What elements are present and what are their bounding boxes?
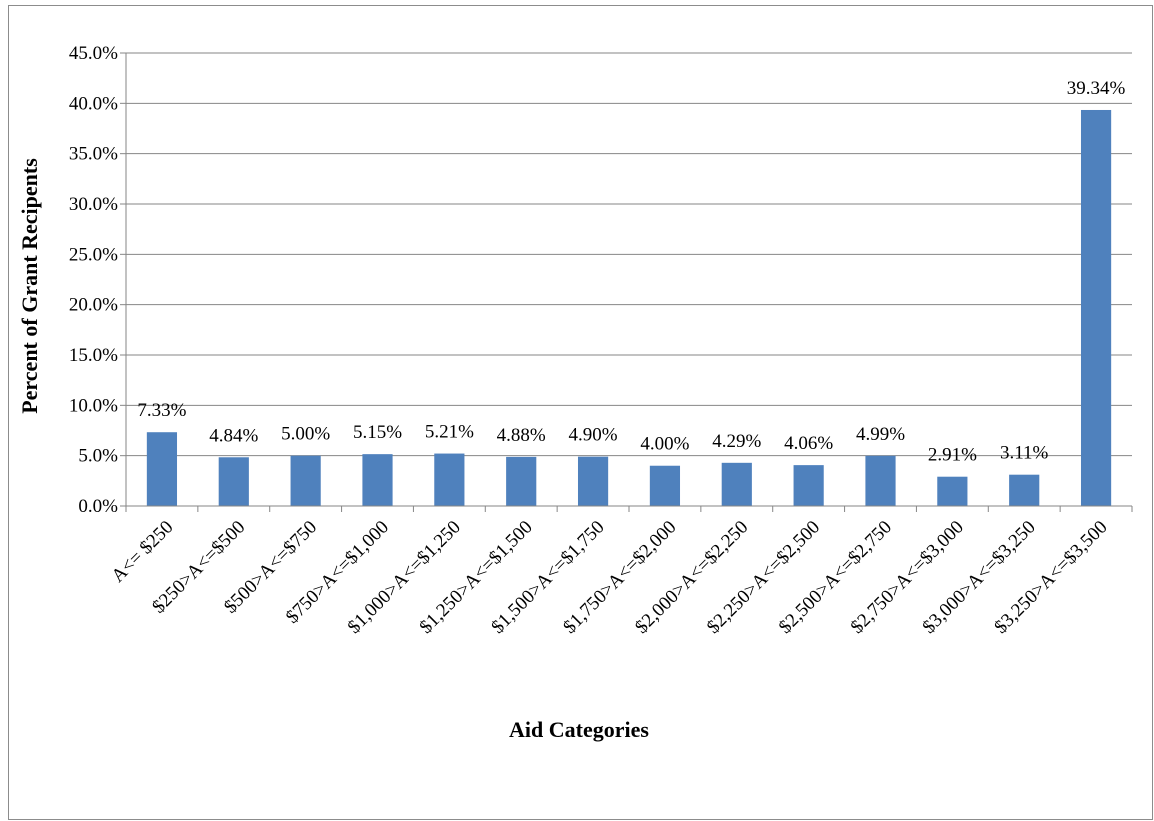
data-label: 4.29% [712, 431, 761, 452]
bar [434, 453, 465, 506]
bar [290, 455, 321, 506]
data-label: 4.00% [640, 434, 689, 455]
x-axis-label: Aid Categories [509, 717, 649, 742]
y-tick-label: 30.0% [69, 194, 118, 215]
data-label: 4.06% [784, 433, 833, 454]
gridlines [126, 52, 1132, 457]
data-label: 7.33% [137, 400, 186, 421]
y-tick-label: 20.0% [69, 295, 118, 316]
bar-chart: 0.0% 5.0% 10.0% 15.0% 20.0% 25.0% 30.0% 35.0% 40… [17, 43, 1133, 742]
y-axis-label: Percent of Grant Recipents [17, 158, 42, 414]
data-label: 39.34% [1067, 78, 1126, 99]
data-label: 2.91% [928, 445, 977, 466]
bar [937, 476, 968, 506]
data-label: 4.84% [209, 425, 258, 446]
x-tick-label: A<= $250 [108, 517, 178, 587]
y-tick-label: 15.0% [69, 345, 118, 366]
data-label: 5.21% [425, 422, 474, 443]
bars [146, 109, 1112, 507]
data-label: 3.11% [1000, 443, 1049, 464]
bar [577, 456, 609, 506]
data-labels: 7.33% 4.84% 5.00% 5.15% 5.21% 4.88% 4.90% 4.00%… [137, 78, 1125, 466]
y-tick-label: 25.0% [69, 244, 118, 265]
bar [865, 455, 896, 506]
y-tick-label: 5.0% [78, 446, 118, 467]
data-label: 5.15% [353, 422, 402, 443]
bar [362, 454, 393, 506]
bar [506, 456, 537, 506]
y-tick-label: 40.0% [69, 93, 118, 114]
data-label: 4.88% [497, 425, 546, 446]
bar [649, 465, 681, 506]
bar [721, 462, 752, 506]
bar [146, 432, 178, 506]
y-tick-label: 10.0% [69, 395, 118, 416]
y-tick-labels: 0.0% 5.0% 10.0% 15.0% 20.0% 25.0% 30.0% 35.0% 40… [69, 43, 126, 517]
x-tick-labels: A<= $250$250>A<=$500$500>A<=$750$750>A<=… [108, 506, 1133, 638]
bar [793, 465, 824, 506]
data-label: 4.90% [569, 425, 618, 446]
data-label: 4.99% [856, 424, 905, 445]
chart-frame: 0.0% 5.0% 10.0% 15.0% 20.0% 25.0% 30.0% 35.0% 40… [8, 5, 1153, 820]
bar [1080, 109, 1112, 507]
y-tick-label: 0.0% [78, 496, 118, 517]
y-tick-label: 35.0% [69, 144, 118, 165]
bar [1009, 474, 1040, 506]
y-tick-label: 45.0% [69, 43, 118, 64]
data-label: 5.00% [281, 424, 330, 445]
bar [218, 457, 249, 506]
